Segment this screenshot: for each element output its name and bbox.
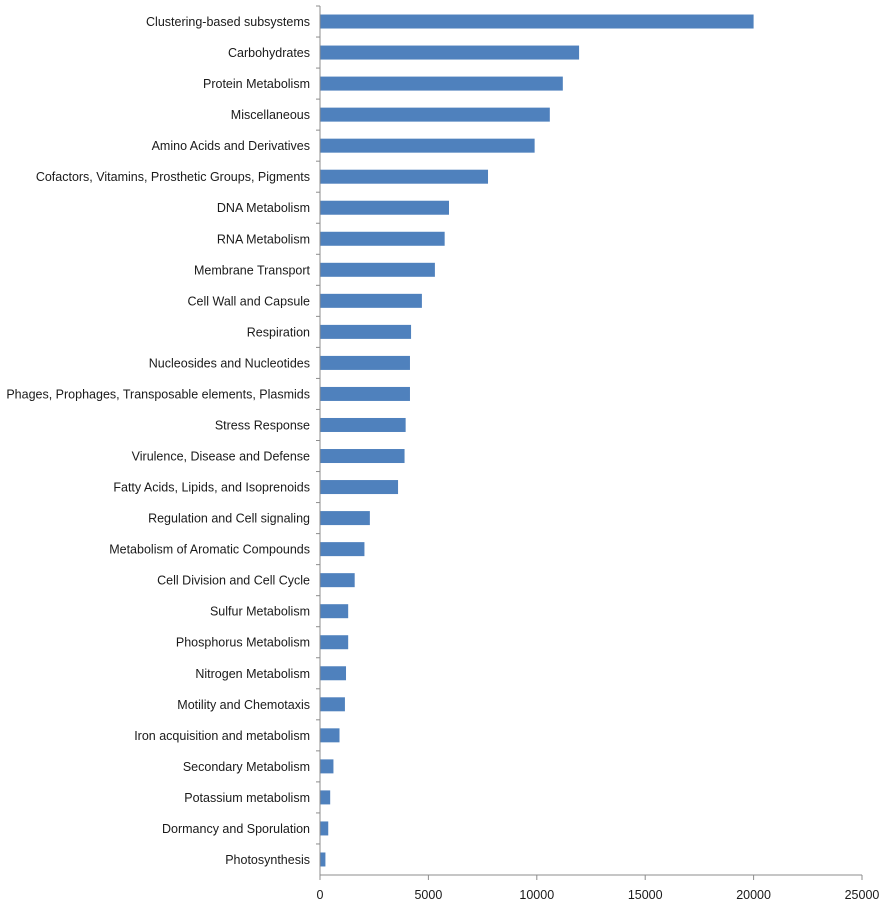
bar — [320, 728, 340, 743]
bar — [320, 231, 445, 246]
category-label: Nitrogen Metabolism — [195, 667, 310, 681]
axes: 0 5000 10000 15000 20000 25000 — [316, 5, 880, 902]
category-label: Phosphorus Metabolism — [176, 636, 310, 650]
category-label: Secondary Metabolism — [183, 760, 310, 774]
category-label: Clustering-based subsystems — [146, 15, 310, 29]
bar — [320, 821, 329, 836]
category-label: Fatty Acids, Lipids, and Isoprenoids — [113, 481, 310, 495]
bar — [320, 386, 410, 401]
category-label: Carbohydrates — [228, 46, 310, 60]
category-label: Sulfur Metabolism — [210, 605, 310, 619]
x-tick-label: 20000 — [736, 888, 771, 902]
category-label: Metabolism of Aromatic Compounds — [109, 543, 310, 557]
bar — [320, 573, 355, 588]
x-tick-label: 15000 — [628, 888, 663, 902]
category-label: DNA Metabolism — [217, 201, 310, 215]
category-label: Iron acquisition and metabolism — [134, 729, 310, 743]
bar — [320, 666, 347, 681]
category-label: RNA Metabolism — [217, 232, 310, 246]
category-label: Membrane Transport — [194, 263, 311, 277]
x-tick-label: 5000 — [414, 888, 442, 902]
bar — [320, 169, 489, 184]
bar — [320, 107, 550, 122]
category-label: Miscellaneous — [231, 108, 310, 122]
bar — [320, 45, 580, 60]
category-label: Protein Metabolism — [203, 77, 310, 91]
category-label: Cofactors, Vitamins, Prosthetic Groups, … — [36, 170, 310, 184]
category-label: Stress Response — [215, 418, 310, 432]
category-label: Dormancy and Sporulation — [162, 822, 310, 836]
category-label: Amino Acids and Derivatives — [152, 139, 310, 153]
category-label: Respiration — [247, 325, 310, 339]
bars-layer — [320, 14, 754, 867]
category-label: Virulence, Disease and Defense — [132, 450, 310, 464]
bar — [320, 480, 399, 495]
bar — [320, 759, 334, 774]
category-label: Cell Wall and Capsule — [187, 294, 310, 308]
bar — [320, 511, 370, 526]
bar — [320, 417, 406, 432]
bar — [320, 697, 345, 712]
bar — [320, 14, 754, 29]
bar — [320, 293, 422, 308]
category-label: Phages, Prophages, Transposable elements… — [6, 387, 310, 401]
category-label: Cell Division and Cell Cycle — [157, 574, 310, 588]
x-tick-label: 0 — [317, 888, 324, 902]
category-label: Potassium metabolism — [184, 791, 310, 805]
category-label: Photosynthesis — [225, 853, 310, 867]
bar — [320, 449, 405, 464]
bar — [320, 635, 349, 650]
category-label: Regulation and Cell signaling — [148, 512, 310, 526]
category-labels: Clustering-based subsystems Carbohydrates… — [6, 15, 310, 867]
bar — [320, 138, 535, 153]
category-label: Motility and Chemotaxis — [177, 698, 310, 712]
bar — [320, 852, 326, 867]
category-label: Nucleosides and Nucleotides — [149, 356, 310, 370]
x-tick-label: 25000 — [845, 888, 880, 902]
bar — [320, 324, 412, 339]
bar — [320, 200, 449, 215]
bar — [320, 542, 365, 557]
bar — [320, 790, 331, 805]
bar — [320, 604, 349, 619]
bar — [320, 262, 435, 277]
x-tick-label: 10000 — [519, 888, 554, 902]
bar — [320, 76, 563, 91]
bar — [320, 355, 410, 370]
